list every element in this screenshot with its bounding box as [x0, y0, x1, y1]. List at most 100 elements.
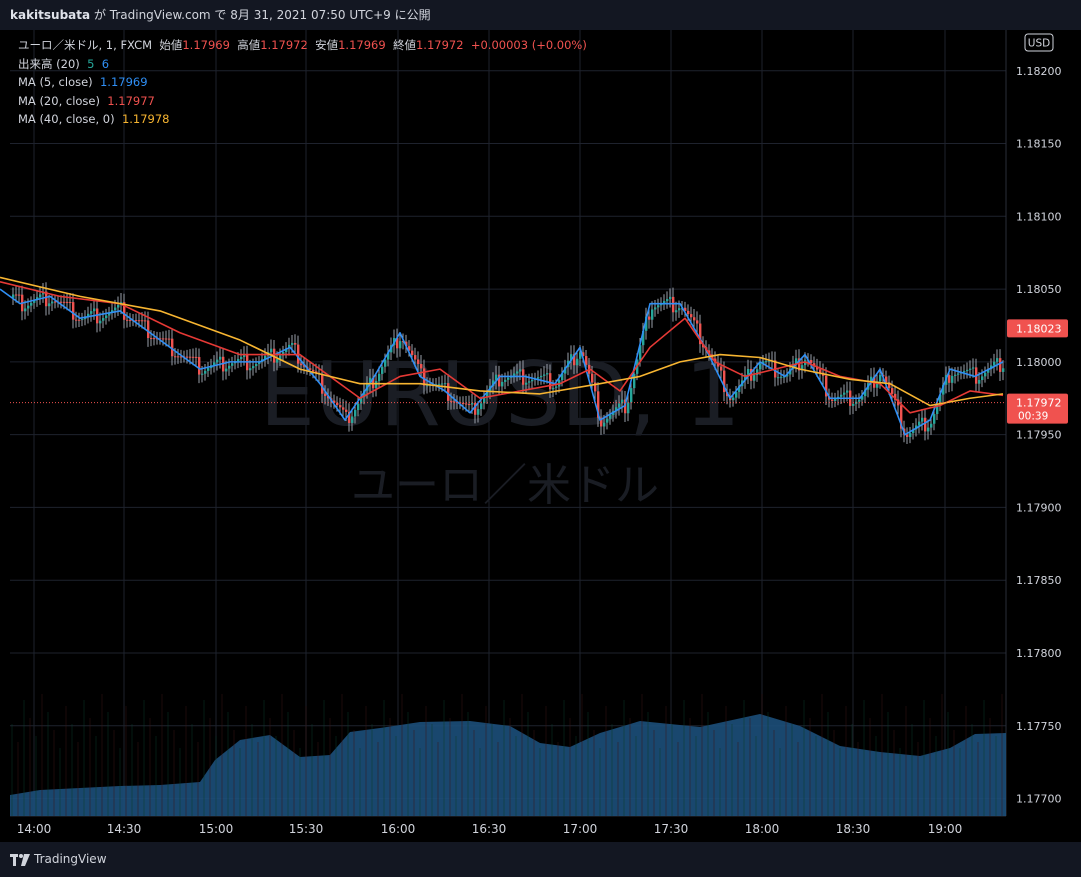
- x-tick-label: 17:00: [563, 822, 598, 836]
- ma20-row[interactable]: MA (20, close) 1.17977: [18, 92, 587, 111]
- y-tick-label: 1.17850: [1016, 574, 1062, 587]
- symbol-row[interactable]: ユーロ／米ドル, 1, FXCM 始値1.17969 高値1.17972 安値1…: [18, 36, 587, 55]
- candle-body: [591, 373, 594, 383]
- y-tick-label: 1.18200: [1016, 65, 1062, 78]
- candle-body: [555, 386, 558, 388]
- candle-body: [135, 320, 138, 322]
- tradingview-logo-icon: [10, 853, 30, 866]
- candle-body: [213, 362, 216, 366]
- candle-body: [858, 399, 861, 402]
- candle-body: [738, 386, 741, 392]
- candle-body: [816, 366, 819, 370]
- candle-body: [870, 376, 873, 384]
- candle-body: [354, 410, 357, 417]
- candle-body: [414, 355, 417, 360]
- candle-body: [129, 319, 132, 321]
- candle-body: [201, 373, 204, 375]
- candle-body: [312, 369, 315, 372]
- candle-body: [690, 314, 693, 318]
- candle-body: [81, 319, 84, 321]
- x-tick-label: 15:00: [199, 822, 234, 836]
- volume-row[interactable]: 出来高 (20) 5 6: [18, 55, 587, 74]
- candle-body: [243, 354, 246, 357]
- candle-body: [537, 377, 540, 379]
- y-tick-label: 1.17800: [1016, 647, 1062, 660]
- publish-info-bar: kakitsubata が TradingView.com で 8月 31, 2…: [0, 0, 1081, 30]
- chart-canvas[interactable]: 1.18200 1.18150 1.18100 1.18050 1.18000 1.179…: [0, 30, 1081, 842]
- candle-body: [642, 330, 645, 346]
- candle-body: [633, 373, 636, 389]
- candle-body: [723, 370, 726, 393]
- brand-name[interactable]: TradingView: [34, 852, 107, 866]
- candle-body: [396, 337, 399, 349]
- candle-body: [678, 308, 681, 311]
- price-tag: [1007, 393, 1068, 424]
- candle-body: [51, 301, 54, 304]
- candle-body: [438, 383, 441, 385]
- candle-body: [852, 403, 855, 406]
- candle-body: [342, 407, 345, 410]
- candle-body: [963, 371, 966, 373]
- close-label: 終値: [392, 38, 416, 52]
- candle-body: [900, 405, 903, 429]
- ma5-row[interactable]: MA (5, close) 1.17969: [18, 73, 587, 92]
- candle-body: [966, 369, 969, 372]
- candle-body: [30, 302, 33, 306]
- candle-body: [324, 393, 327, 396]
- candle-body: [228, 365, 231, 369]
- y-tick-label: 1.17700: [1016, 793, 1062, 806]
- author-name[interactable]: kakitsubata: [10, 8, 91, 22]
- candle-body: [465, 403, 468, 405]
- x-tick-label: 14:00: [17, 822, 52, 836]
- candle-body: [441, 383, 444, 385]
- candle-body: [321, 374, 324, 394]
- candle-body: [954, 374, 957, 376]
- candle-body: [285, 348, 288, 352]
- low-value: 1.17969: [338, 38, 386, 52]
- candle-body: [834, 398, 837, 401]
- candle-body: [468, 404, 471, 406]
- candle-body: [495, 374, 498, 381]
- candle-body: [597, 391, 600, 418]
- candle-body: [435, 384, 438, 386]
- currency-button[interactable]: [1024, 33, 1054, 52]
- candle-body: [765, 361, 768, 363]
- price-tag: [1007, 319, 1068, 338]
- candle-body: [864, 389, 867, 397]
- candle-body: [219, 356, 222, 360]
- candle-body: [291, 343, 294, 345]
- candle-body: [594, 382, 597, 392]
- candle-body: [795, 358, 798, 364]
- candle-body: [375, 381, 378, 389]
- candle-body: [684, 307, 687, 311]
- ma5-value: 1.17969: [99, 75, 148, 89]
- ma40-row[interactable]: MA (40, close, 0) 1.17978: [18, 110, 587, 129]
- candle-body: [252, 366, 255, 369]
- candle-body: [498, 374, 501, 387]
- candle-body: [351, 416, 354, 423]
- candle-body: [258, 361, 261, 364]
- ma40-value: 1.17978: [121, 112, 170, 126]
- candle-body: [630, 388, 633, 403]
- publish-info: が TradingView.com で 8月 31, 2021 07:50 UT…: [93, 8, 431, 22]
- candle-body: [27, 305, 30, 309]
- candle-body: [66, 301, 69, 303]
- candle-body: [249, 368, 252, 371]
- candle-body: [33, 300, 36, 303]
- candle-body: [582, 352, 585, 357]
- candle-body: [474, 403, 477, 415]
- candle-body: [12, 294, 15, 298]
- candle-body: [561, 373, 564, 381]
- candle-body: [501, 381, 504, 387]
- candle-body: [15, 294, 18, 296]
- candle-body: [717, 362, 720, 367]
- volume-area: [10, 714, 1006, 816]
- candle-body: [813, 363, 816, 367]
- candle-body: [543, 374, 546, 376]
- candle-body: [348, 411, 351, 423]
- candle-body: [384, 359, 387, 367]
- candle-body: [825, 375, 828, 397]
- candle-body: [999, 358, 1002, 372]
- volume-value-2: 6: [101, 56, 110, 71]
- candle-body: [783, 376, 786, 378]
